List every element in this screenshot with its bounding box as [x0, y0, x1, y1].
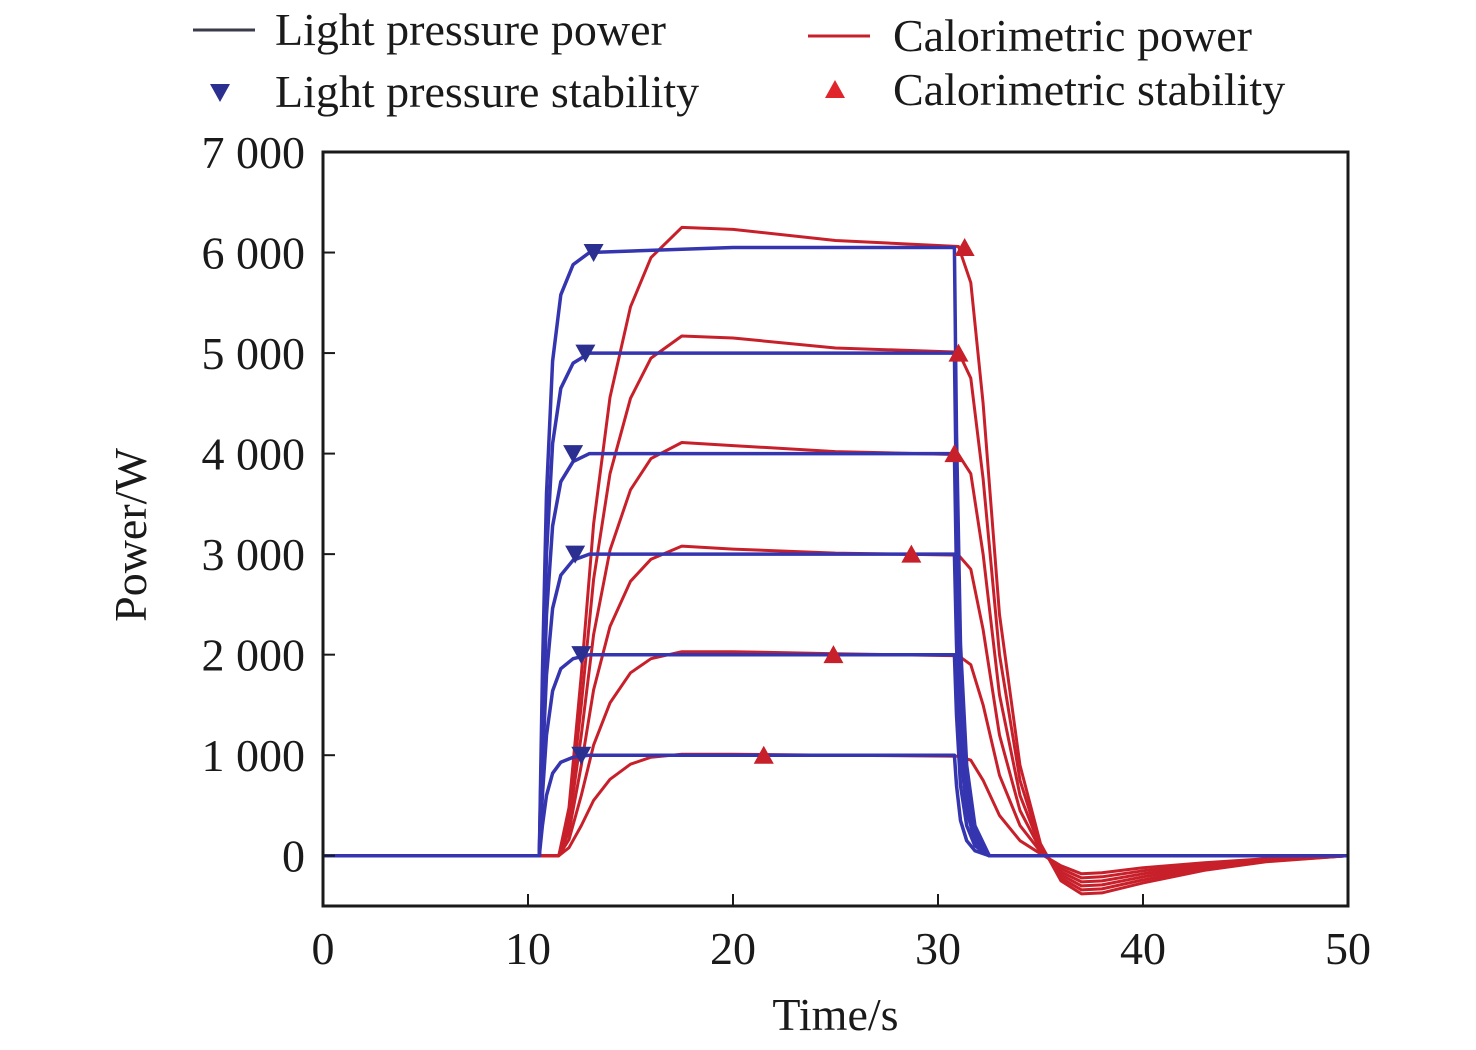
light-pressure-stability-marker [563, 445, 584, 464]
calorimetric-stability-marker [823, 645, 844, 664]
calorimetric-stability-marker [944, 444, 965, 463]
light-pressure-stability-marker [571, 746, 592, 765]
marker-layer [563, 238, 975, 765]
calorimetric-power-line [323, 334, 1349, 892]
calorimetric-stability-marker [954, 238, 975, 257]
light-pressure-power-line [323, 245, 1348, 858]
legend-item: Light pressure stability [210, 66, 699, 117]
x-axis-title: Time/s [772, 989, 898, 1040]
light-pressure-power-line [323, 351, 1348, 858]
legend-triangle-up-swatch [825, 80, 845, 98]
calorimetric-stability-marker [948, 343, 969, 362]
light-pressure-stability-marker [575, 344, 596, 363]
y-tick-label: 3 000 [202, 529, 306, 580]
series-layer [323, 225, 1349, 896]
legend-triangle-down-swatch [210, 84, 230, 102]
x-tick-label: 20 [710, 923, 756, 974]
calorimetric-power-line [323, 544, 1349, 884]
y-tick-label: 0 [282, 831, 305, 882]
x-tick-label: 50 [1325, 923, 1371, 974]
x-tick-label: 0 [312, 923, 335, 974]
light-pressure-power-line [323, 552, 1348, 858]
calorimetric-power-line [323, 441, 1349, 888]
legend-label: Calorimetric stability [893, 64, 1285, 115]
plot-area: 0 10 20 30 40 50 0 1 000 2 000 3 000 4 000 5 000 6 … [202, 127, 1372, 974]
legend-label: Calorimetric power [893, 10, 1252, 61]
y-tick-label: 1 000 [202, 730, 306, 781]
y-axis-title: Power/W [105, 448, 156, 622]
calorimetric-stability-marker [753, 745, 774, 764]
light-pressure-stability-marker [571, 646, 592, 665]
legend: Light pressure power Calorimetric power Li… [193, 4, 1285, 117]
y-axis: 0 1 000 2 000 3 000 4 000 5 000 6 000 7 000 [202, 127, 335, 882]
legend-label: Light pressure stability [275, 66, 699, 117]
legend-item: Calorimetric stability [825, 64, 1285, 115]
x-tick-label: 10 [505, 923, 551, 974]
legend-item: Light pressure power [193, 4, 666, 55]
x-tick-label: 30 [915, 923, 961, 974]
y-tick-label: 6 000 [202, 228, 306, 279]
y-tick-label: 4 000 [202, 429, 306, 480]
x-tick-label: 40 [1120, 923, 1166, 974]
legend-label: Light pressure power [275, 4, 666, 55]
calorimetric-power-line [323, 225, 1349, 896]
plot-frame [321, 150, 1350, 908]
legend-item: Calorimetric power [808, 10, 1252, 61]
y-tick-label: 2 000 [202, 630, 306, 681]
light-pressure-stability-marker [565, 545, 586, 564]
y-tick-label: 5 000 [202, 328, 306, 379]
light-pressure-stability-marker [583, 244, 604, 263]
light-pressure-power-line [323, 753, 1348, 858]
calorimetric-power-line [323, 650, 1349, 880]
calorimetric-stability-marker [901, 544, 922, 563]
y-tick-label: 7 000 [202, 127, 306, 178]
x-axis: 0 10 20 30 40 50 [312, 894, 1371, 974]
light-pressure-power-line [323, 652, 1348, 858]
